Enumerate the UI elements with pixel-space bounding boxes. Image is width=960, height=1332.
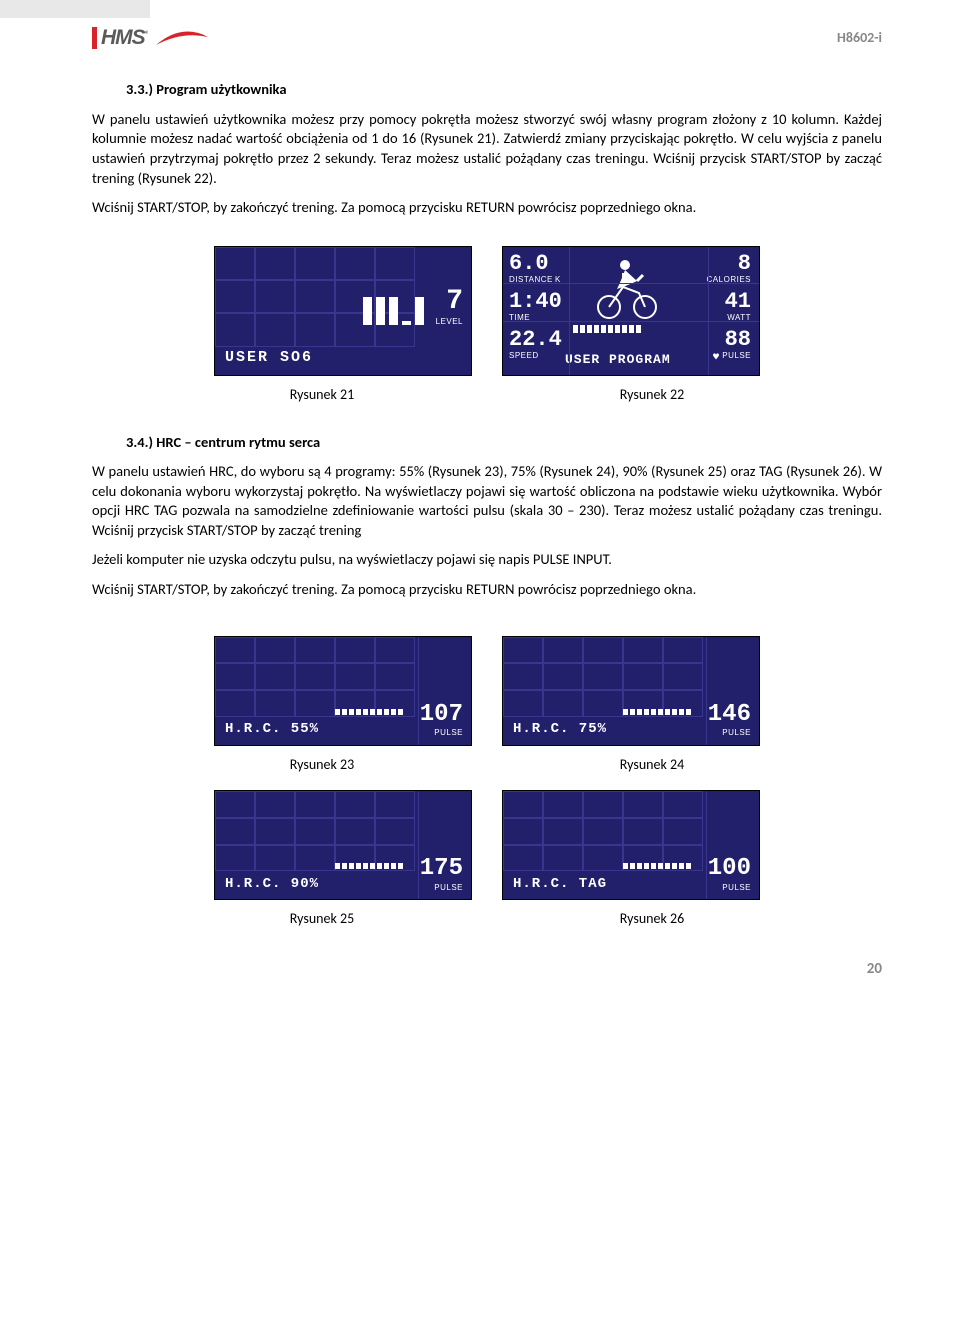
section-33-heading: 3.3.) Program użytkownika xyxy=(92,80,882,100)
header-grey-bar xyxy=(0,0,150,18)
lcd26-pulse-lbl: PULSE xyxy=(722,883,751,894)
lcd24-label: H.R.C. 75% xyxy=(513,720,607,739)
caption-24: Rysunek 24 xyxy=(577,756,727,775)
lcd25-pulse: 175 xyxy=(420,853,463,885)
figure-row-21-22: 7 LEVEL USER SO6 6.0 DISTANCE K 1:40 TIM… xyxy=(92,246,882,376)
lcd22-distance-lbl: DISTANCE xyxy=(509,275,553,286)
lcd21-bottom-text: USER SO6 xyxy=(225,348,313,368)
caption-21: Rysunek 21 xyxy=(247,386,397,405)
model-id: H8602-i xyxy=(837,29,882,48)
lcd-figure-23: H.R.C. 55% 107 PULSE xyxy=(214,636,472,746)
caption-row-21-22: Rysunek 21 Rysunek 22 xyxy=(92,386,882,405)
lcd22-cal-lbl: CALORIES xyxy=(707,275,751,286)
lcd22-speed-lbl: SPEED xyxy=(509,351,539,362)
section-34-p1: W panelu ustawień HRC, do wyboru są 4 pr… xyxy=(92,462,882,540)
caption-row-25-26: Rysunek 25 Rysunek 26 xyxy=(92,910,882,929)
lcd21-level-label: LEVEL xyxy=(436,317,463,328)
header-row: HMS® H8602-i xyxy=(92,24,882,52)
lcd21-bars xyxy=(363,297,424,325)
caption-25: Rysunek 25 xyxy=(247,910,397,929)
lcd26-pulse: 100 xyxy=(708,853,751,885)
lcd21-level-value: 7 xyxy=(446,283,463,321)
lcd26-label: H.R.C. TAG xyxy=(513,875,607,894)
lcd-figure-26: H.R.C. TAG 100 PULSE xyxy=(502,790,760,900)
logo-accent-bar xyxy=(92,27,97,49)
lcd23-pulse: 107 xyxy=(420,699,463,731)
figure-row-25-26: H.R.C. 90% 175 PULSE H.R.C. TAG 100 PULS… xyxy=(92,790,882,900)
lcd25-pulse-lbl: PULSE xyxy=(434,883,463,894)
logo-text: HMS® xyxy=(101,24,150,52)
lcd22-bottom-text: USER PROGRAM xyxy=(565,351,671,369)
lcd24-pulse: 146 xyxy=(708,699,751,731)
lcd-figure-25: H.R.C. 90% 175 PULSE xyxy=(214,790,472,900)
caption-22: Rysunek 22 xyxy=(577,386,727,405)
caption-23: Rysunek 23 xyxy=(247,756,397,775)
section-34-heading: 3.4.) HRC – centrum rytmu serca xyxy=(92,433,882,453)
lcd22-watt-lbl: WATT xyxy=(727,313,751,324)
lcd-figure-21: 7 LEVEL USER SO6 xyxy=(214,246,472,376)
section-33-p1: W panelu ustawień użytkownika możesz prz… xyxy=(92,110,882,188)
lcd22-distance-unit: K xyxy=(555,275,561,286)
lcd-figure-24: H.R.C. 75% 146 PULSE xyxy=(502,636,760,746)
section-34-p2: Jeżeli komputer nie uzyska odczytu pulsu… xyxy=(92,550,882,570)
caption-row-23-24: Rysunek 23 Rysunek 24 xyxy=(92,756,882,775)
lcd22-bottom-bars xyxy=(573,325,641,333)
section-34-p3: Wciśnij START/STOP, by zakończyć trening… xyxy=(92,580,882,600)
lcd23-label: H.R.C. 55% xyxy=(225,720,319,739)
page-number: 20 xyxy=(0,959,960,979)
lcd-figure-22: 6.0 DISTANCE K 1:40 TIME 22.4 SPEED 8 CA… xyxy=(502,246,760,376)
page-content: HMS® H8602-i 3.3.) Program użytkownika W… xyxy=(0,24,960,929)
lcd22-time-lbl: TIME xyxy=(509,313,530,324)
caption-26: Rysunek 26 xyxy=(577,910,727,929)
cyclist-icon xyxy=(591,251,661,321)
hms-logo: HMS® xyxy=(92,24,210,52)
lcd24-pulse-lbl: PULSE xyxy=(722,728,751,739)
logo-swoosh-icon xyxy=(154,27,210,49)
section-33-p2: Wciśnij START/STOP, by zakończyć trening… xyxy=(92,198,882,218)
heart-icon: ♥ xyxy=(713,351,719,365)
figure-row-23-24: H.R.C. 55% 107 PULSE H.R.C. 75% 146 PULS… xyxy=(92,636,882,746)
lcd23-pulse-lbl: PULSE xyxy=(434,728,463,739)
lcd25-label: H.R.C. 90% xyxy=(225,875,319,894)
lcd22-pulse-lbl: PULSE xyxy=(722,351,751,362)
